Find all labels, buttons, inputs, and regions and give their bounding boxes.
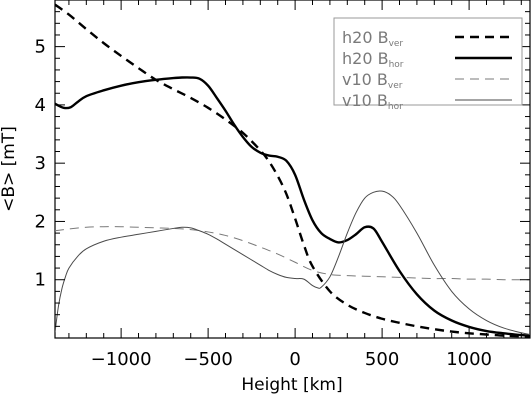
y-axis-label: <B> [mT] — [0, 126, 19, 212]
tick-layer: −1000 −500 0 500 1000 1 2 3 4 5 — [35, 0, 530, 370]
legend-label: v10 Bhor — [342, 91, 403, 112]
plot-frame — [54, 0, 531, 339]
legend-label: h20 Bhor — [342, 49, 404, 70]
x-tick-label: 1000 — [446, 349, 492, 370]
legend-label: h20 Bver — [342, 28, 403, 49]
y-tick-label: 3 — [35, 153, 46, 174]
x-axis-label: Height [km] — [241, 375, 342, 395]
y-tick-label: 5 — [35, 37, 46, 58]
series-line-3 — [55, 226, 530, 281]
legend-label: v10 Bver — [342, 70, 403, 91]
x-tick-label: 0 — [289, 349, 300, 370]
series-line-4 — [55, 190, 530, 335]
legend-box — [333, 17, 523, 106]
series-layer — [55, 3, 530, 338]
x-tick-label: 500 — [365, 349, 399, 370]
x-tick-label: −500 — [183, 349, 232, 370]
y-tick-label: 4 — [35, 95, 46, 116]
x-tick-label: −1000 — [91, 349, 152, 370]
y-tick-label: 2 — [35, 211, 46, 232]
series-line-2 — [55, 76, 530, 337]
y-tick-label: 1 — [35, 270, 46, 291]
series-line-1 — [55, 3, 530, 338]
